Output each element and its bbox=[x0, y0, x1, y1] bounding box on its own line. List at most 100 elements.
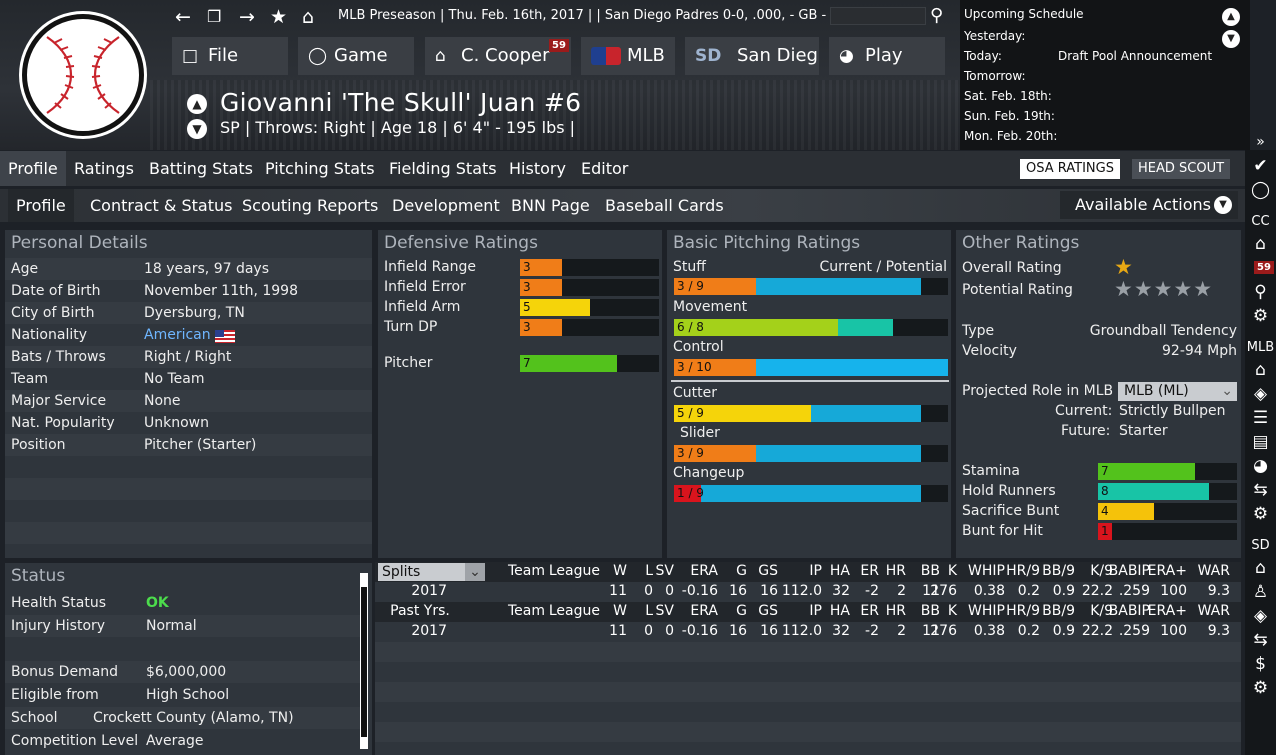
column-header[interactable]: K bbox=[947, 563, 957, 579]
gear-icon[interactable]: ⚙ bbox=[1252, 504, 1269, 524]
column-header[interactable]: GS bbox=[758, 603, 778, 619]
column-header[interactable]: Team bbox=[507, 563, 545, 579]
available-actions-dropdown[interactable]: Available Actions ▼ bbox=[1060, 191, 1238, 219]
subtab-baseball-cards[interactable]: Baseball Cards bbox=[605, 196, 724, 215]
check-circle-icon[interactable]: ✔ bbox=[1253, 156, 1268, 176]
star-icon[interactable]: ★ bbox=[270, 6, 288, 28]
home-icon[interactable]: ⌂ bbox=[302, 6, 315, 28]
column-header[interactable]: BABIP bbox=[1108, 563, 1150, 579]
column-header[interactable]: W bbox=[613, 563, 627, 579]
subtab-bnn-page[interactable]: BNN Page bbox=[511, 196, 590, 215]
column-header[interactable]: K bbox=[947, 603, 957, 619]
swap-arrows-icon[interactable]: ⇆ bbox=[1253, 630, 1268, 650]
nationality-link[interactable]: American bbox=[144, 327, 211, 343]
column-header[interactable]: WHIP bbox=[968, 563, 1005, 579]
column-header[interactable]: ER bbox=[860, 563, 879, 579]
manager-menu-button[interactable]: ⌂ C. Cooper 59 bbox=[425, 37, 571, 75]
file-menu-button[interactable]: □ File bbox=[172, 37, 288, 75]
column-header[interactable]: League bbox=[548, 563, 600, 579]
head-scout-toggle[interactable]: HEAD SCOUT bbox=[1132, 159, 1231, 179]
column-header[interactable]: ERA+ bbox=[1147, 563, 1187, 579]
home-icon[interactable]: ⌂ bbox=[1255, 558, 1266, 578]
column-header[interactable]: League bbox=[548, 603, 600, 619]
column-header[interactable]: K/9 bbox=[1090, 563, 1113, 579]
column-header[interactable]: IP bbox=[809, 603, 822, 619]
column-header[interactable]: K/9 bbox=[1090, 603, 1113, 619]
subtab-contract-status[interactable]: Contract & Status bbox=[90, 196, 233, 215]
back-arrow-icon[interactable]: ← bbox=[175, 6, 191, 28]
column-header[interactable]: HR/9 bbox=[1006, 603, 1040, 619]
tab-history[interactable]: History bbox=[509, 159, 566, 178]
column-header[interactable]: BB/9 bbox=[1042, 603, 1075, 619]
gear-icon[interactable]: ⚙ bbox=[1252, 306, 1269, 326]
schedule-down-button[interactable]: ▼ bbox=[1222, 30, 1240, 48]
baseball-icon[interactable]: ◕ bbox=[1253, 456, 1268, 476]
play-menu-button[interactable]: ◕ Play bbox=[829, 37, 945, 75]
column-header[interactable]: IP bbox=[809, 563, 822, 579]
search-icon[interactable]: ⚲ bbox=[1254, 282, 1267, 302]
schedule-up-button[interactable]: ▲ bbox=[1222, 8, 1240, 26]
tab-pitching-stats[interactable]: Pitching Stats bbox=[265, 159, 375, 178]
dollar-icon[interactable]: $ bbox=[1255, 654, 1266, 674]
column-header[interactable]: G bbox=[736, 603, 747, 619]
mlb-menu-button[interactable]: MLB bbox=[581, 37, 675, 75]
osa-ratings-toggle[interactable]: OSA RATINGS bbox=[1020, 159, 1120, 179]
subtab-profile[interactable]: Profile bbox=[8, 189, 74, 222]
column-header[interactable]: HA bbox=[829, 603, 850, 619]
column-header[interactable]: ERA+ bbox=[1147, 603, 1187, 619]
column-header[interactable]: GS bbox=[758, 563, 778, 579]
column-header[interactable]: HR bbox=[885, 603, 906, 619]
tab-editor[interactable]: Editor bbox=[581, 159, 629, 178]
column-header[interactable]: Team bbox=[507, 603, 545, 619]
column-header[interactable]: SV bbox=[655, 603, 674, 619]
previous-player-button[interactable]: ▲ bbox=[187, 94, 207, 114]
diamond-icon[interactable]: ◈ bbox=[1253, 606, 1268, 626]
column-header[interactable]: WAR bbox=[1197, 563, 1230, 579]
tab-batting-stats[interactable]: Batting Stats bbox=[149, 159, 253, 178]
column-header[interactable]: WAR bbox=[1197, 603, 1230, 619]
tab-fielding-stats[interactable]: Fielding Stats bbox=[389, 159, 497, 178]
game-menu-button[interactable]: ◯ Game bbox=[298, 37, 414, 75]
column-header[interactable]: G bbox=[736, 563, 747, 579]
column-header[interactable]: BB bbox=[920, 603, 940, 619]
column-header[interactable]: BABIP bbox=[1108, 603, 1150, 619]
globe-icon[interactable]: ◯ bbox=[1250, 180, 1271, 200]
home-icon[interactable]: ⌂ bbox=[1255, 234, 1266, 254]
column-header[interactable]: WHIP bbox=[968, 603, 1005, 619]
column-header[interactable]: HA bbox=[829, 563, 850, 579]
chevrons-icon[interactable]: » bbox=[1256, 134, 1265, 150]
subtab-development[interactable]: Development bbox=[392, 196, 500, 215]
column-header[interactable]: ER bbox=[860, 603, 879, 619]
global-search-input[interactable] bbox=[830, 7, 926, 25]
schedule-event[interactable]: Draft Pool Announcement bbox=[1058, 49, 1213, 63]
column-header[interactable]: L bbox=[645, 603, 653, 619]
column-header[interactable]: W bbox=[613, 603, 627, 619]
column-header[interactable]: ERA bbox=[690, 603, 718, 619]
bar-chart-icon[interactable]: ▤ bbox=[1252, 432, 1269, 452]
role-level-select[interactable]: MLB (ML) ⌄ bbox=[1118, 382, 1237, 401]
forward-arrow-icon[interactable]: → bbox=[239, 6, 255, 28]
pitcher-icon[interactable]: ♙ bbox=[1252, 582, 1269, 602]
swap-arrows-icon[interactable]: ⇆ bbox=[1253, 480, 1268, 500]
copy-icon[interactable]: ❐ bbox=[207, 7, 222, 26]
splits-select[interactable]: Splits ⌄ bbox=[378, 563, 485, 581]
tab-profile[interactable]: Profile bbox=[0, 151, 66, 186]
column-header[interactable]: HR bbox=[885, 563, 906, 579]
tab-ratings[interactable]: Ratings bbox=[74, 159, 134, 178]
search-icon[interactable]: ⚲ bbox=[930, 5, 944, 26]
gear-icon[interactable]: ⚙ bbox=[1252, 678, 1269, 698]
column-header[interactable]: BB/9 bbox=[1042, 563, 1075, 579]
list-icon[interactable]: ☰ bbox=[1252, 408, 1269, 428]
home-icon[interactable]: ⌂ bbox=[1255, 360, 1266, 380]
column-header[interactable]: HR/9 bbox=[1006, 563, 1040, 579]
baseball-logo bbox=[22, 14, 144, 136]
column-header[interactable]: BB bbox=[920, 563, 940, 579]
subtab-scouting-reports[interactable]: Scouting Reports bbox=[242, 196, 379, 215]
column-header[interactable]: SV bbox=[655, 563, 674, 579]
next-player-button[interactable]: ▼ bbox=[187, 119, 207, 139]
scrollbar[interactable] bbox=[360, 573, 368, 749]
diamond-icon[interactable]: ◈ bbox=[1253, 384, 1268, 404]
column-header[interactable]: ERA bbox=[690, 563, 718, 579]
column-header[interactable]: L bbox=[645, 563, 653, 579]
